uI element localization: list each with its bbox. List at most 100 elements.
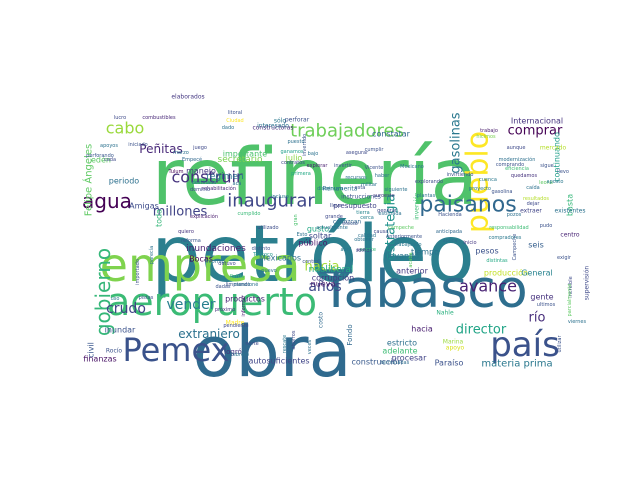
word-cloud-term: Esto (297, 232, 308, 238)
word-cloud-term: rescate (282, 335, 288, 353)
word-cloud-term: inundaciones (186, 244, 246, 254)
word-cloud-term: viernes (568, 319, 587, 325)
word-cloud-term: combustibles (142, 115, 176, 121)
word-cloud-term: ganamos (280, 149, 303, 155)
word-cloud-term: invertir (334, 163, 353, 169)
word-cloud-term: elaborados (171, 94, 204, 101)
word-cloud-term: parcialmente (567, 284, 573, 317)
word-cloud-term: inicio (463, 240, 476, 246)
word-cloud-term: producción (484, 268, 528, 278)
word-cloud-term: importante (223, 150, 268, 159)
word-cloud-term: continuando (553, 132, 562, 182)
word-cloud-term: increíble (567, 276, 574, 297)
word-cloud-term: pendiente (223, 323, 248, 329)
word-cloud-term: Vicente (365, 165, 384, 171)
word-cloud-term: comprar (508, 124, 563, 139)
word-cloud-term: grande (325, 214, 343, 220)
word-cloud-term: obtener (354, 237, 375, 243)
word-cloud-term: Rocío (106, 348, 123, 355)
word-cloud-term: Campeche (512, 234, 518, 261)
word-cloud-term: productos (225, 295, 265, 304)
word-cloud-term: Internacional (511, 117, 563, 126)
word-cloud-term: reforma (181, 238, 201, 244)
word-cloud-term: civil (87, 342, 96, 358)
word-cloud-term: periodo (109, 177, 139, 186)
word-cloud-term: responsabilidad (489, 225, 528, 231)
word-cloud-term: militar (361, 182, 378, 188)
word-cloud-term: Peñitas (139, 142, 182, 156)
word-cloud-term: crudo (106, 301, 146, 317)
word-cloud-term: llevo (557, 169, 569, 175)
word-cloud-term: extranjero (178, 327, 240, 341)
word-cloud-term: llevando (385, 252, 419, 261)
word-cloud-term: Nahle (436, 310, 454, 317)
word-cloud-term: refinería (152, 133, 478, 223)
word-cloud-term: tiempo (411, 248, 439, 257)
word-cloud-term: bajo (308, 151, 319, 157)
word-cloud-term: somos (356, 248, 373, 254)
word-cloud-term: millones (153, 205, 208, 220)
word-cloud-term: plantas (417, 193, 436, 199)
word-cloud-term: aeropuerto (107, 280, 317, 324)
word-cloud-term: apoyos (100, 143, 118, 149)
word-cloud-term: pozos (507, 212, 522, 218)
word-cloud-term: soltar (309, 232, 332, 241)
word-cloud-term: suroeste (373, 193, 395, 199)
word-cloud-term: gusto (307, 225, 329, 234)
word-cloud-term: nueva (311, 280, 336, 289)
word-cloud-term: febrero (231, 352, 249, 358)
word-cloud-term: uso (111, 296, 120, 302)
word-cloud-term: quiero (178, 229, 194, 235)
word-cloud-term: centro (560, 232, 579, 239)
word-cloud-term: vez (357, 247, 366, 253)
word-cloud-term: interesado (257, 123, 289, 130)
word-cloud-term: control (302, 259, 319, 265)
word-cloud-term: cumplido (238, 211, 261, 217)
word-cloud-term: detuvo (218, 261, 235, 267)
word-cloud-term: próximo (215, 306, 235, 313)
word-cloud-term: contratos (281, 160, 305, 166)
word-cloud-term: cumplir (365, 147, 385, 153)
word-cloud-term: siguiente (384, 187, 407, 193)
word-cloud-term: gasolinas (449, 112, 464, 173)
word-cloud-term: Tabasco (319, 260, 527, 320)
word-cloud-term: seis (528, 241, 543, 250)
word-cloud-term: trabajo (480, 128, 498, 134)
word-cloud-term: mercado (540, 145, 567, 152)
word-cloud-term: gran (293, 214, 299, 225)
word-cloud-term: público (299, 239, 328, 248)
word-cloud-term: años (308, 279, 341, 295)
word-cloud-term: cada (104, 157, 116, 163)
word-cloud-term: acá (233, 180, 242, 187)
word-cloud-term: tierra (356, 210, 370, 216)
word-cloud-term: cerca (360, 215, 374, 221)
word-cloud-term: perforando (86, 153, 114, 159)
word-cloud-term: empresa (100, 238, 301, 292)
word-cloud-term: pueblo (461, 131, 496, 233)
word-cloud-term: vender (166, 297, 215, 313)
word-cloud-term: parecía (148, 246, 155, 264)
word-cloud-term: Fondo (346, 324, 354, 345)
word-cloud-term: dejar (527, 201, 541, 207)
word-cloud-term: actualmente (316, 225, 348, 231)
word-cloud-term: avance (459, 277, 517, 296)
word-cloud-term: pistas (139, 295, 154, 301)
word-cloud-term: acaba (408, 252, 414, 267)
word-cloud-term: toda (155, 209, 164, 227)
word-cloud-term: lucro (114, 115, 126, 121)
word-cloud-term: hacia (411, 325, 433, 334)
word-cloud-term: Amigas (129, 202, 159, 211)
word-cloud-term: estimada (378, 211, 401, 217)
word-cloud-term: inversión (414, 192, 421, 220)
word-cloud-term: generar (377, 208, 398, 214)
word-cloud-term: asegurar (346, 150, 369, 156)
word-cloud-term: Felipe Ángeles (82, 144, 95, 216)
word-cloud-term: comprando (496, 162, 524, 168)
word-cloud-term: construcción (351, 357, 402, 367)
word-cloud-term: invirtiendo (447, 172, 474, 178)
word-cloud-term: supervisión (584, 266, 591, 301)
word-cloud-term: Renumerita (323, 186, 358, 193)
word-cloud-term: aposto (547, 179, 564, 185)
word-cloud-term: eficiencia (505, 166, 529, 172)
